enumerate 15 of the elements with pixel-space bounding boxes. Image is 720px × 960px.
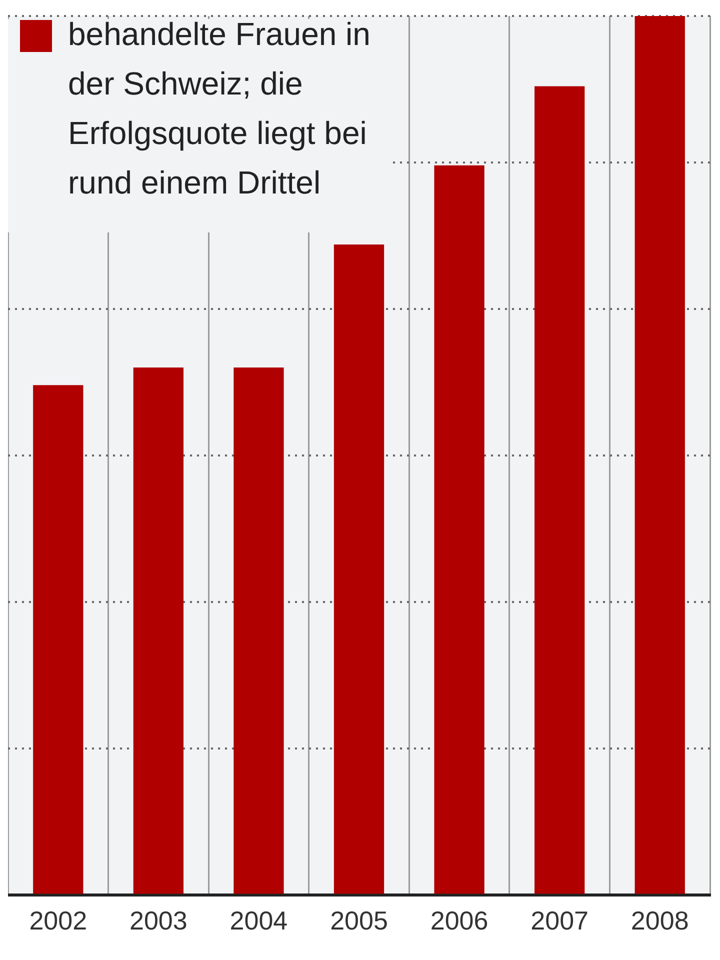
bar bbox=[33, 385, 84, 894]
x-tick-label: 2007 bbox=[530, 906, 588, 936]
x-tick-label: 2004 bbox=[230, 906, 288, 936]
bar bbox=[634, 16, 685, 894]
bar bbox=[133, 368, 184, 894]
bar bbox=[434, 165, 484, 894]
x-tick-label: 2005 bbox=[330, 906, 388, 936]
x-tick-label: 2002 bbox=[29, 906, 88, 936]
x-tick-label: 2006 bbox=[430, 906, 488, 936]
bar bbox=[334, 244, 384, 894]
legend-label: behandelte Frauen in der Schweiz; die Erfolgsquote liegt bei rund einem Drittel bbox=[68, 16, 370, 201]
x-tick-label: 2003 bbox=[130, 906, 188, 936]
bar bbox=[234, 368, 284, 894]
x-tick-label: 2008 bbox=[630, 906, 689, 936]
bar bbox=[534, 86, 585, 894]
